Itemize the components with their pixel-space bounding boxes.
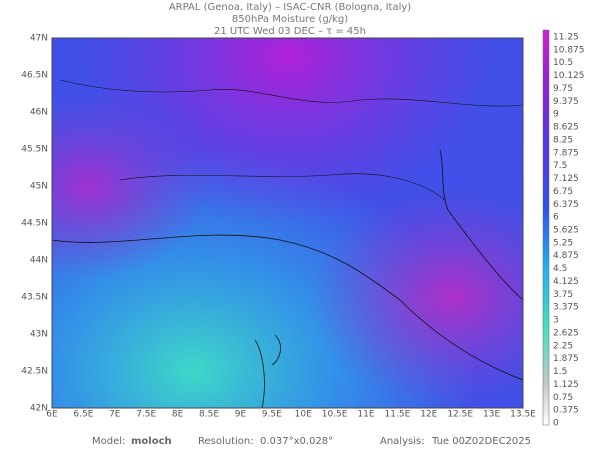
colorbar-label: 2.625 <box>553 328 579 338</box>
colorbar-label: 4.875 <box>553 251 579 261</box>
colorbar-label: 3 <box>553 316 559 326</box>
title-line: 850hPa Moisture (g/kg) <box>232 14 348 25</box>
colorbar-label: 9.375 <box>553 97 579 107</box>
lon-label: 7.5E <box>136 410 156 420</box>
lat-label: 42.5N <box>21 367 48 377</box>
lat-label: 45.5N <box>21 145 48 155</box>
header: ARPAL (Genoa, Italy) – ISAC-CNR (Bologna… <box>169 2 411 37</box>
lat-label: 45N <box>30 182 48 192</box>
colorbar-label: 10.125 <box>553 71 585 81</box>
lat-label: 46N <box>30 108 48 118</box>
lon-label: 9E <box>235 410 247 420</box>
colorbar-label: 0.75 <box>553 393 573 403</box>
lon-label: 12E <box>420 410 437 420</box>
colorbar-label: 1.125 <box>553 380 579 390</box>
analysis-label: Analysis: <box>380 436 425 447</box>
colorbar-label: 7.125 <box>553 174 579 184</box>
lat-label: 44N <box>30 256 48 266</box>
colorbar-label: 7.5 <box>553 161 567 171</box>
lon-label: 10E <box>295 410 312 420</box>
colorbar-label: 1.5 <box>553 367 567 377</box>
colorbar-label: 6.75 <box>553 187 573 197</box>
colorbar-label: 7.875 <box>553 148 579 158</box>
colorbar-label: 4.5 <box>553 264 567 274</box>
colorbar-label: 9 <box>553 110 559 120</box>
colorbar-label: 0.375 <box>553 406 579 416</box>
colorbar-label: 5.25 <box>553 238 573 248</box>
footer: Model: moloch Resolution: 0.037°x0.028° … <box>92 436 531 447</box>
lon-label: 12.5E <box>447 410 473 420</box>
lat-label: 42N <box>30 404 48 414</box>
analysis: Tue 00Z02DEC2025 <box>431 436 531 447</box>
colorbar-label: 2.25 <box>553 341 573 351</box>
lat-label: 47N <box>30 34 48 44</box>
lon-label: 9.5E <box>262 410 282 420</box>
colorbar-label: 6.375 <box>553 200 579 210</box>
model: moloch <box>131 436 172 447</box>
lon-label: 6.5E <box>73 410 93 420</box>
lon-labels: 6E 6.5E 7E 7.5E 8E 8.5E 9E 9.5E 10E 10.5E 11E 11.5E… <box>46 410 536 420</box>
title-line: ARPAL (Genoa, Italy) – ISAC-CNR (Bologna… <box>169 2 411 13</box>
colorbar-label: 10.875 <box>553 45 585 55</box>
lon-label: 13E <box>483 410 500 420</box>
lat-label: 43.5N <box>21 293 48 303</box>
colorbar-label: 11.25 <box>553 33 579 43</box>
lat-label: 43N <box>30 330 48 340</box>
model-label: Model: <box>92 436 125 447</box>
colorbar-label: 8.25 <box>553 135 573 145</box>
lat-labels: 47N 46.5N 46N 45.5N 45N 44.5N 44N 43.5N 43N 42.5N… <box>21 34 48 414</box>
lon-label: 11.5E <box>385 410 411 420</box>
lon-label: 8E <box>172 410 184 420</box>
colorbar-label: 6 <box>553 213 559 223</box>
colorbar-label: 3.75 <box>553 290 573 300</box>
colorbar-label: 5.625 <box>553 226 579 236</box>
lon-label: 10.5E <box>322 410 348 420</box>
colorbar-label: 3.375 <box>553 303 579 313</box>
colorbar-label: 1.875 <box>553 354 579 364</box>
lon-label: 13.5E <box>510 410 536 420</box>
lon-label: 8.5E <box>199 410 219 420</box>
colorbar-label: 0 <box>553 419 559 429</box>
colorbar-label: 9.75 <box>553 84 573 94</box>
lon-label: 11E <box>357 410 374 420</box>
lat-label: 46.5N <box>21 71 48 81</box>
map-field <box>51 37 524 409</box>
colorbar-labels: 0 0.375 0.75 1.125 1.5 1.875 2.25 2.625 3 3.375 3.… <box>553 33 585 429</box>
title-line: 21 UTC Wed 03 DEC – τ = 45h <box>214 26 366 37</box>
colorbar <box>542 29 550 426</box>
lat-label: 44.5N <box>21 219 48 229</box>
colorbar-label: 8.625 <box>553 123 579 133</box>
lon-label: 6E <box>46 410 58 420</box>
colorbar-label: 4.125 <box>553 277 579 287</box>
colorbar-label: 10.5 <box>553 58 573 68</box>
resolution: 0.037°x0.028° <box>260 436 333 447</box>
resolution-label: Resolution: <box>198 436 254 447</box>
lon-label: 7E <box>109 410 121 420</box>
